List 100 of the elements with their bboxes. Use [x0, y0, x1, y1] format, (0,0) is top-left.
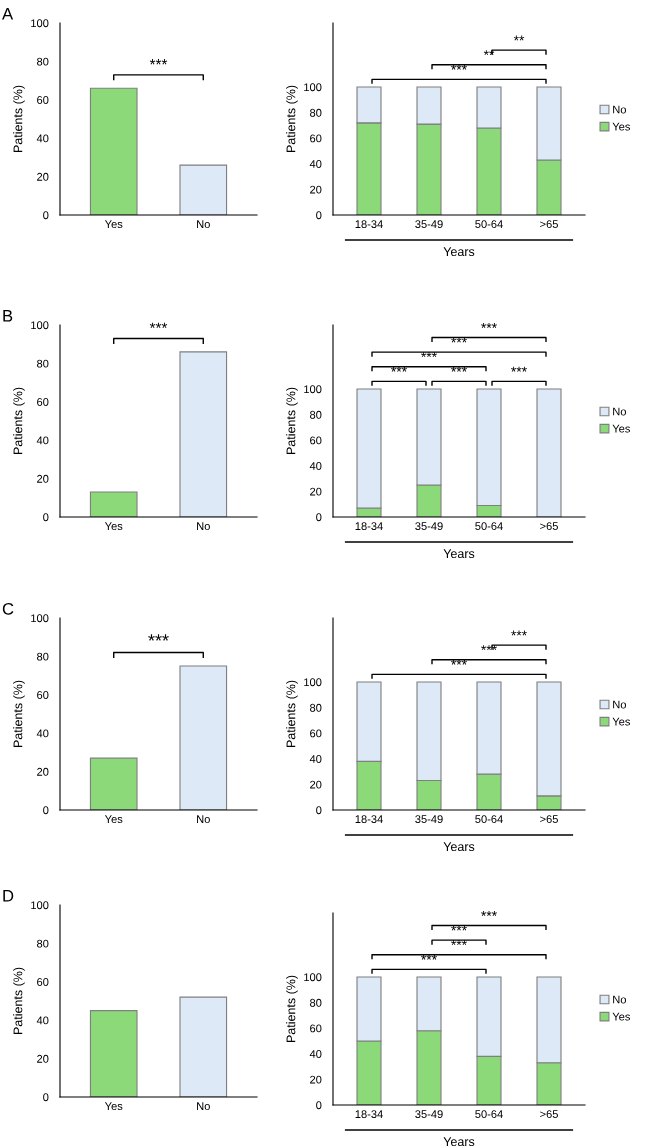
y-axis-title: Patients (%)	[13, 387, 25, 455]
y-tick-label: 80	[37, 652, 49, 661]
bar	[536, 388, 562, 517]
y-axis-title: Patients (%)	[286, 387, 298, 455]
annotation: ***	[511, 630, 527, 636]
y-tick-label: 80	[310, 703, 322, 712]
y-tick-label: 0	[43, 806, 49, 815]
annotation: ***	[451, 64, 467, 70]
annotation: ***	[481, 911, 497, 916]
annotation: ***	[149, 322, 168, 329]
legend-label: No	[613, 105, 626, 114]
chart-title: B	[3, 310, 13, 322]
annotation: ***	[391, 366, 407, 372]
y-axis-title: Patients (%)	[13, 85, 25, 153]
x-tick-label: No	[197, 815, 210, 824]
y-tick-label: 100	[31, 19, 49, 28]
y-tick-label: 20	[310, 487, 322, 496]
y-tick-label: 60	[310, 729, 322, 738]
annotation: ***	[481, 323, 497, 328]
y-tick-label: 60	[310, 436, 322, 445]
legend-label: No	[613, 407, 626, 416]
y-tick-label: 0	[316, 806, 322, 815]
y-tick-label: 40	[36, 436, 49, 445]
x-tick-label: 18-34	[355, 220, 383, 229]
y-tick-label: 60	[310, 1024, 322, 1033]
x-axis-title: Years	[443, 247, 475, 257]
legend-label: Yes	[612, 1012, 630, 1021]
y-tick-label: 100	[31, 901, 49, 910]
y-tick-label: 40	[309, 160, 322, 168]
y-tick-label: 80	[37, 57, 49, 66]
x-tick-label: >65	[540, 1110, 558, 1119]
annotation: ***	[451, 337, 467, 343]
legend-label: No	[613, 995, 626, 1004]
y-tick-label: 20	[37, 172, 49, 181]
y-tick-label: 60	[310, 134, 322, 143]
x-tick-label: 18-34	[355, 815, 383, 824]
x-tick-label: 18-34	[355, 1110, 383, 1119]
y-tick-label: 20	[37, 767, 49, 776]
annotation: ***	[421, 954, 437, 960]
chart-title: A	[2, 8, 14, 20]
annotation: ***	[149, 59, 168, 65]
y-tick-label: 100	[304, 973, 322, 982]
x-tick-label: 35-49	[415, 220, 443, 229]
x-tick-label: 50-64	[475, 220, 503, 229]
y-tick-label: 40	[36, 1016, 49, 1025]
annotation: ***	[421, 352, 437, 358]
legend-label: Yes	[612, 717, 630, 726]
y-tick-label: 100	[304, 83, 322, 92]
x-tick-label: Yes	[104, 522, 123, 531]
y-tick-label: 40	[309, 462, 322, 470]
chart-title: D	[3, 890, 14, 902]
annotation: ***	[148, 634, 169, 641]
x-axis-title: Years	[443, 842, 475, 852]
y-tick-label: 80	[310, 410, 322, 419]
x-axis-title: Years	[443, 549, 475, 559]
legend-label: No	[613, 700, 626, 709]
y-tick-label: 100	[31, 614, 49, 623]
chart-title: C	[2, 602, 14, 615]
x-tick-label: No	[197, 220, 210, 229]
legend-label: Yes	[612, 424, 630, 433]
y-tick-label: 80	[37, 359, 49, 368]
y-tick-label: 40	[309, 1050, 322, 1058]
y-tick-label: 100	[31, 321, 49, 330]
x-tick-label: 50-64	[475, 815, 503, 824]
y-tick-label: 60	[37, 978, 49, 986]
y-tick-label: 20	[310, 1075, 322, 1084]
x-tick-label: 50-64	[475, 1110, 503, 1119]
y-tick-label: 0	[316, 1101, 322, 1110]
annotation: ***	[451, 940, 467, 946]
y-tick-label: 0	[43, 211, 49, 220]
x-tick-label: 35-49	[415, 1110, 443, 1119]
y-tick-label: 40	[36, 134, 49, 143]
y-axis-title: Patients (%)	[286, 975, 298, 1043]
y-tick-label: 60	[37, 96, 49, 104]
x-tick-label: Yes	[104, 815, 123, 824]
x-tick-label: No	[197, 522, 210, 531]
x-tick-label: 18-34	[355, 522, 383, 531]
annotation: ***	[451, 366, 467, 372]
y-axis-title: Patients (%)	[286, 680, 298, 748]
x-tick-label: >65	[540, 522, 558, 531]
y-tick-label: 20	[310, 185, 322, 194]
y-tick-label: 60	[37, 691, 49, 699]
x-tick-label: 35-49	[415, 522, 443, 531]
annotation: ***	[451, 925, 467, 931]
x-tick-label: >65	[540, 815, 558, 824]
y-tick-label: 80	[310, 108, 322, 117]
y-axis-title: Patients (%)	[13, 967, 25, 1035]
x-tick-label: Yes	[104, 220, 123, 229]
y-tick-label: 20	[37, 1054, 49, 1063]
y-tick-label: 60	[37, 398, 49, 406]
x-tick-label: 50-64	[475, 522, 503, 531]
y-tick-label: 0	[43, 1093, 49, 1102]
y-axis-title: Patients (%)	[286, 85, 298, 153]
y-tick-label: 0	[316, 513, 322, 522]
y-tick-label: 100	[304, 385, 322, 394]
y-tick-label: 40	[309, 755, 322, 763]
y-tick-label: 0	[316, 211, 322, 220]
x-tick-label: 35-49	[415, 815, 443, 824]
y-axis-title: Patients (%)	[13, 680, 25, 748]
annotation: **	[513, 35, 525, 41]
